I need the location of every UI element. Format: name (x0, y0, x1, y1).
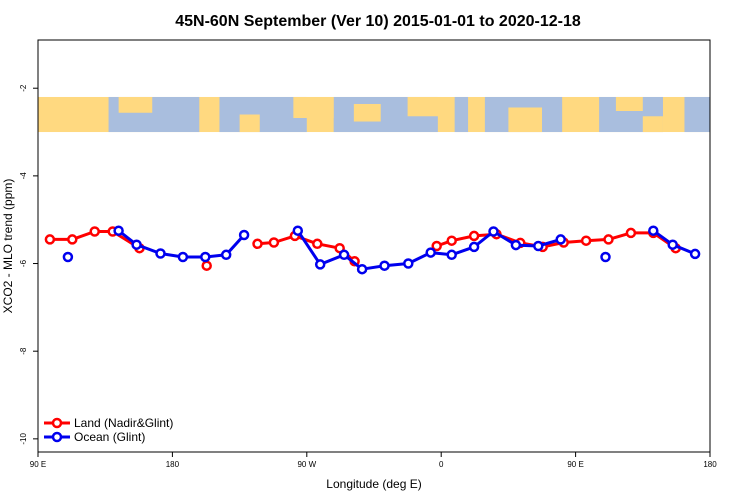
data-point-land (252, 238, 263, 250)
data-point-ocean (238, 229, 250, 241)
map-land-area (642, 116, 663, 133)
data-point-ocean (488, 226, 499, 237)
map-ocean-area (219, 96, 307, 133)
data-point-land (446, 235, 457, 246)
data-point-land (580, 235, 592, 246)
data-point-ocean (648, 225, 659, 236)
y-tick-label: -10 (19, 433, 28, 445)
y-tick-label: -4 (19, 172, 28, 180)
plot-frame (37, 39, 711, 453)
legend-label-ocean: Ocean (Glint) (74, 430, 145, 444)
data-point-land (312, 238, 323, 250)
y-axis: -2 -4 -6 -8 -10 (19, 84, 38, 445)
map-land-area (407, 96, 442, 117)
data-point-land (603, 234, 614, 245)
legend-label-land: Land (Nadir&Glint) (74, 416, 173, 430)
data-point-ocean (600, 251, 611, 263)
map-land-area (615, 96, 643, 112)
data-point-ocean (338, 249, 350, 261)
data-point-ocean (533, 240, 544, 252)
data-point-ocean (220, 249, 232, 261)
data-point-ocean (177, 251, 189, 263)
data-point-ocean (131, 239, 142, 250)
map-land-area (118, 96, 153, 113)
y-axis-label: XCO2 - MLO trend (ppm) (1, 179, 15, 314)
data-point-land (431, 240, 442, 252)
map-ocean-area (454, 96, 469, 133)
data-point-land (201, 260, 212, 271)
x-tick-label: 90 E (30, 460, 46, 469)
data-point-ocean (292, 225, 304, 236)
data-point-ocean (555, 234, 566, 245)
data-point-land (468, 230, 480, 242)
data-point-ocean (468, 241, 480, 253)
data-point-ocean (113, 225, 124, 236)
map-land-area (508, 107, 542, 133)
data-point-land (67, 234, 78, 245)
data-point-ocean (446, 249, 457, 261)
y-tick-label: -2 (19, 84, 28, 92)
y-tick-label: -6 (19, 259, 28, 267)
x-axis: 90 E 180 90 W 0 90 E 180 (30, 452, 717, 469)
data-point-ocean (356, 263, 368, 275)
y-tick-label: -8 (19, 347, 28, 355)
data-point-ocean (689, 248, 701, 260)
data-point-land (89, 226, 100, 237)
chart-title: 45N-60N September (Ver 10) 2015-01-01 to… (175, 13, 581, 30)
map-band (38, 96, 710, 133)
data-point-ocean (425, 247, 436, 258)
legend: Land (Nadir&Glint) Ocean (Glint) (44, 416, 173, 444)
map-land-area (293, 96, 334, 119)
x-tick-label: 180 (166, 460, 180, 469)
data-point-ocean (200, 251, 211, 263)
x-tick-label: 0 (439, 460, 444, 469)
data-point-ocean (314, 259, 326, 270)
x-tick-label: 90 W (297, 460, 316, 469)
data-point-land (44, 234, 56, 245)
data-point-ocean (379, 260, 390, 271)
data-point-land (625, 227, 637, 239)
series-land (44, 226, 681, 271)
x-tick-label: 90 E (567, 460, 583, 469)
data-point-land (268, 237, 280, 248)
data-point-ocean (62, 251, 74, 263)
x-axis-label: Longitude (deg E) (326, 477, 421, 491)
data-point-ocean (667, 239, 678, 250)
data-point-ocean (155, 248, 166, 259)
legend-marker-ocean (51, 431, 63, 443)
data-point-ocean (403, 258, 414, 269)
map-ocean-area (684, 96, 710, 133)
data-point-ocean (510, 239, 522, 251)
series-layer (44, 225, 701, 275)
map-land-area (353, 103, 381, 122)
map-land-area (239, 114, 260, 133)
legend-marker-land (51, 417, 63, 429)
series-ocean (62, 225, 701, 275)
x-tick-label: 180 (703, 460, 717, 469)
